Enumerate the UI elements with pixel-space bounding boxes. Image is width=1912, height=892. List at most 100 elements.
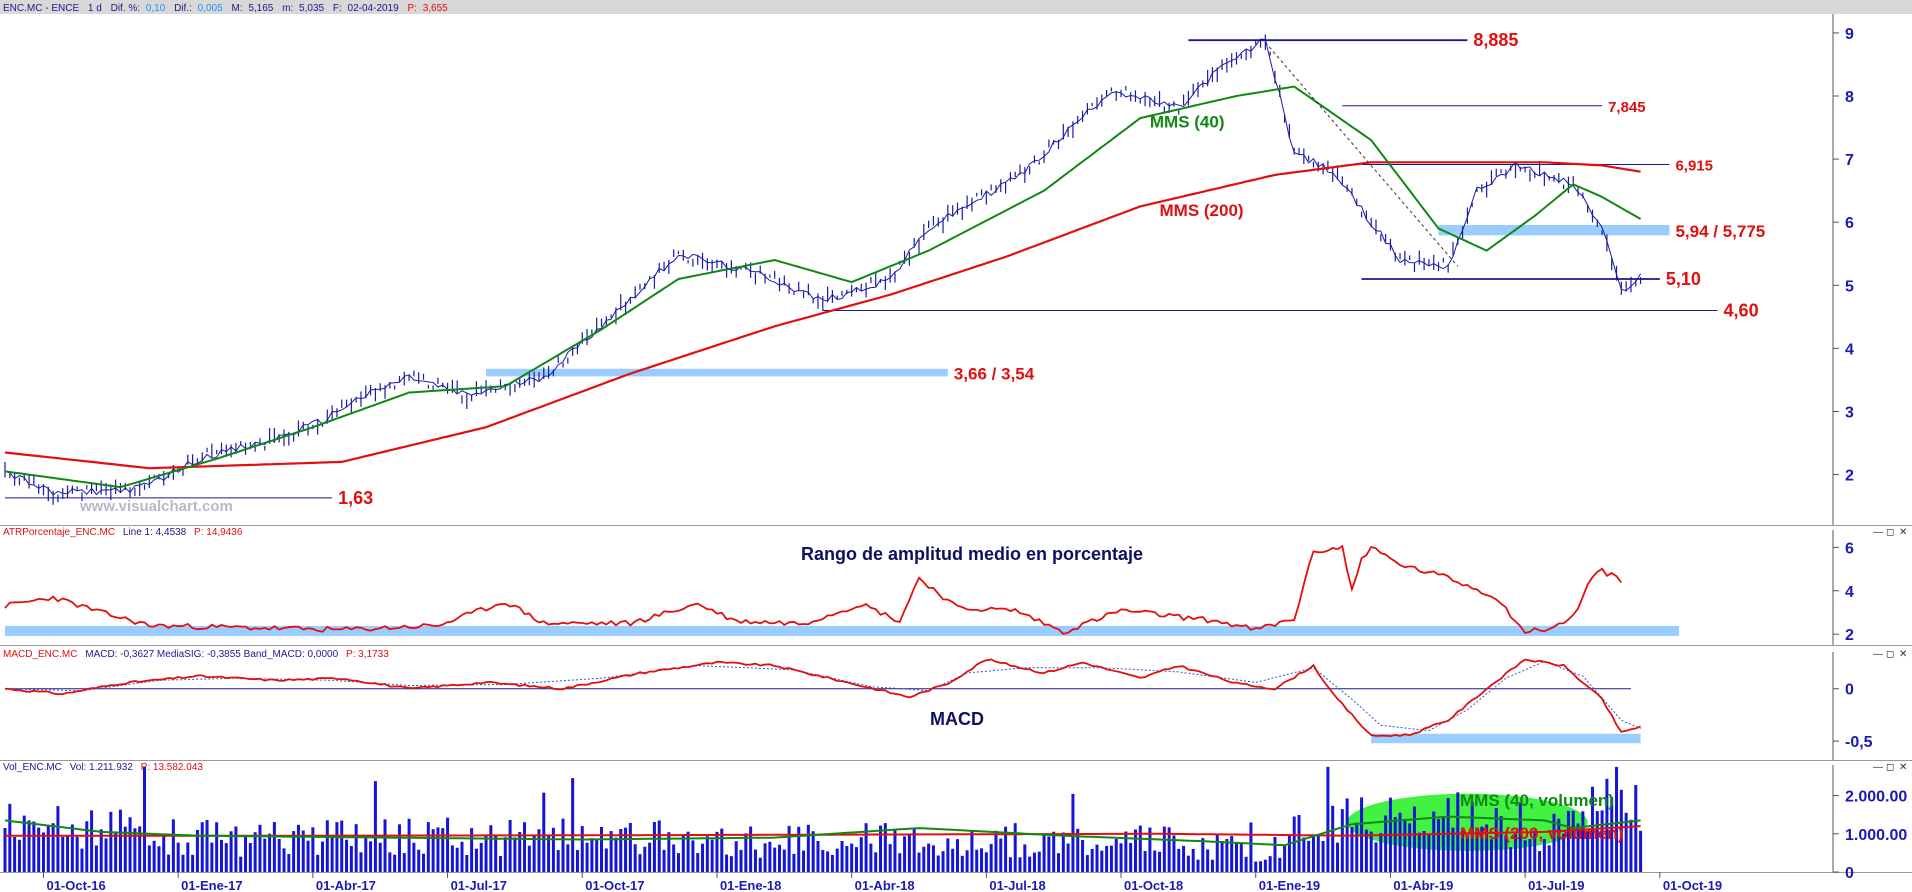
volume-bar [1210,859,1214,872]
atr-legend-p: P: 14,9436 [194,527,243,538]
volume-bar [951,848,955,872]
volume-bar [181,854,185,872]
volume-bar [253,832,257,872]
volume-bar [701,843,705,872]
volume-bar [681,834,685,872]
macd-legend-values: MACD: -0,3627 MediaSIG: -0,3855 Band_MAC… [85,649,338,660]
x-tick-label: 01-Jul-18 [989,878,1045,892]
volume-bar [633,844,637,872]
atr-minimize-icon[interactable]: — [1873,527,1883,538]
volume-bar [1489,839,1493,872]
volume-bar [946,838,950,872]
volume-bar [1177,848,1181,872]
support-band [1438,224,1670,236]
atr-title: Rango de amplitud medio en porcentaje [801,544,1143,564]
y-tick-label: 0 [1845,865,1854,882]
volume-bar [773,847,777,872]
volume-bar [1215,835,1219,872]
volume-bar [195,829,199,872]
volume-bar [518,832,522,872]
macd-band [1371,733,1641,744]
volume-bar [787,825,791,872]
volume-bar [1403,820,1407,872]
volume-bar [840,841,844,872]
volume-bar [941,851,945,872]
volume-bar [1605,778,1609,872]
volume-legend-values: Vol: 1.211.932 [70,762,134,773]
ma-annotation: MMS (200) [1160,201,1244,220]
macd-restore-icon[interactable]: ◻ [1886,649,1894,660]
macd-minimize-icon[interactable]: — [1873,649,1883,660]
volume-bar [676,853,680,872]
volume-minimize-icon[interactable]: — [1873,762,1883,773]
volume-bar [792,853,796,872]
level-label: 4,60 [1724,301,1759,321]
volume-bar [1619,789,1623,872]
volume-bar [619,829,623,872]
volume-bar [652,821,656,872]
volume-bar [1114,838,1118,872]
volume-bar [340,820,344,872]
volume-bar [777,844,781,872]
volume-bar [1326,766,1330,872]
header-bar [0,0,1912,14]
volume-bar [378,842,382,872]
volume-bar [277,839,281,872]
volume-bar [1340,809,1344,872]
volume-bar [657,820,661,872]
volume-bar [1307,840,1311,872]
volume-bar [1076,828,1080,872]
volume-close-icon[interactable]: ✕ [1899,762,1907,773]
volume-bar [643,846,647,872]
volume-bar [1090,848,1094,872]
header-max-value: 5,165 [248,3,273,14]
volume-bar [1143,851,1147,872]
volume-bar [1494,808,1498,872]
volume-bar [1182,845,1186,872]
volume-bar [729,856,733,872]
macd-legend-name: MACD_ENC.MC [3,649,77,660]
x-tick-label: 01-Abr-17 [316,878,376,892]
volume-bar [879,825,883,872]
volume-bar [1148,827,1152,872]
volume-bar [1571,810,1575,872]
volume-bar [1331,805,1335,872]
volume-restore-icon[interactable]: ◻ [1886,762,1894,773]
volume-legend-name: Vol_ENC.MC [3,762,62,773]
volume-bar [455,847,459,872]
atr-close-icon[interactable]: ✕ [1899,527,1907,538]
volume-bar [1398,812,1402,872]
volume-bar [402,853,406,872]
atr-legend-name: ATRPorcentaje_ENC.MC [3,527,115,538]
atr-restore-icon[interactable]: ◻ [1886,527,1894,538]
volume-bar [888,844,892,872]
volume-bar [1422,830,1426,872]
level-label: 1,63 [338,488,373,508]
volume-bar [1004,826,1008,872]
volume-bar [1639,830,1643,872]
volume-bar [171,819,175,872]
macd-close-icon[interactable]: ✕ [1899,649,1907,660]
x-tick-label: 01-Abr-19 [1393,878,1453,892]
header-min-label: m: [282,3,293,14]
volume-bar [1566,810,1570,872]
volume-bar [248,843,252,872]
volume-bar [600,827,604,872]
volume-bars [3,766,1643,872]
header-symbol: ENC.MC - ENCE [3,3,79,14]
level-label: 7,845 [1608,99,1646,116]
volume-bar [1514,833,1518,872]
volume-bar [835,848,839,872]
y-tick-label: 6 [1845,540,1854,557]
volume-bar [1374,842,1378,872]
volume-bar [1133,829,1137,872]
volume-bar [845,845,849,872]
header-dif-label: Dif.: [174,3,192,14]
volume-bar [1509,847,1513,872]
volume-bar [523,822,527,872]
y-tick-label: 1.000.00 [1845,827,1907,844]
volume-bar [143,766,147,872]
volume-bar [1595,811,1599,872]
volume-bar [354,824,358,872]
volume-bar [1028,856,1032,872]
